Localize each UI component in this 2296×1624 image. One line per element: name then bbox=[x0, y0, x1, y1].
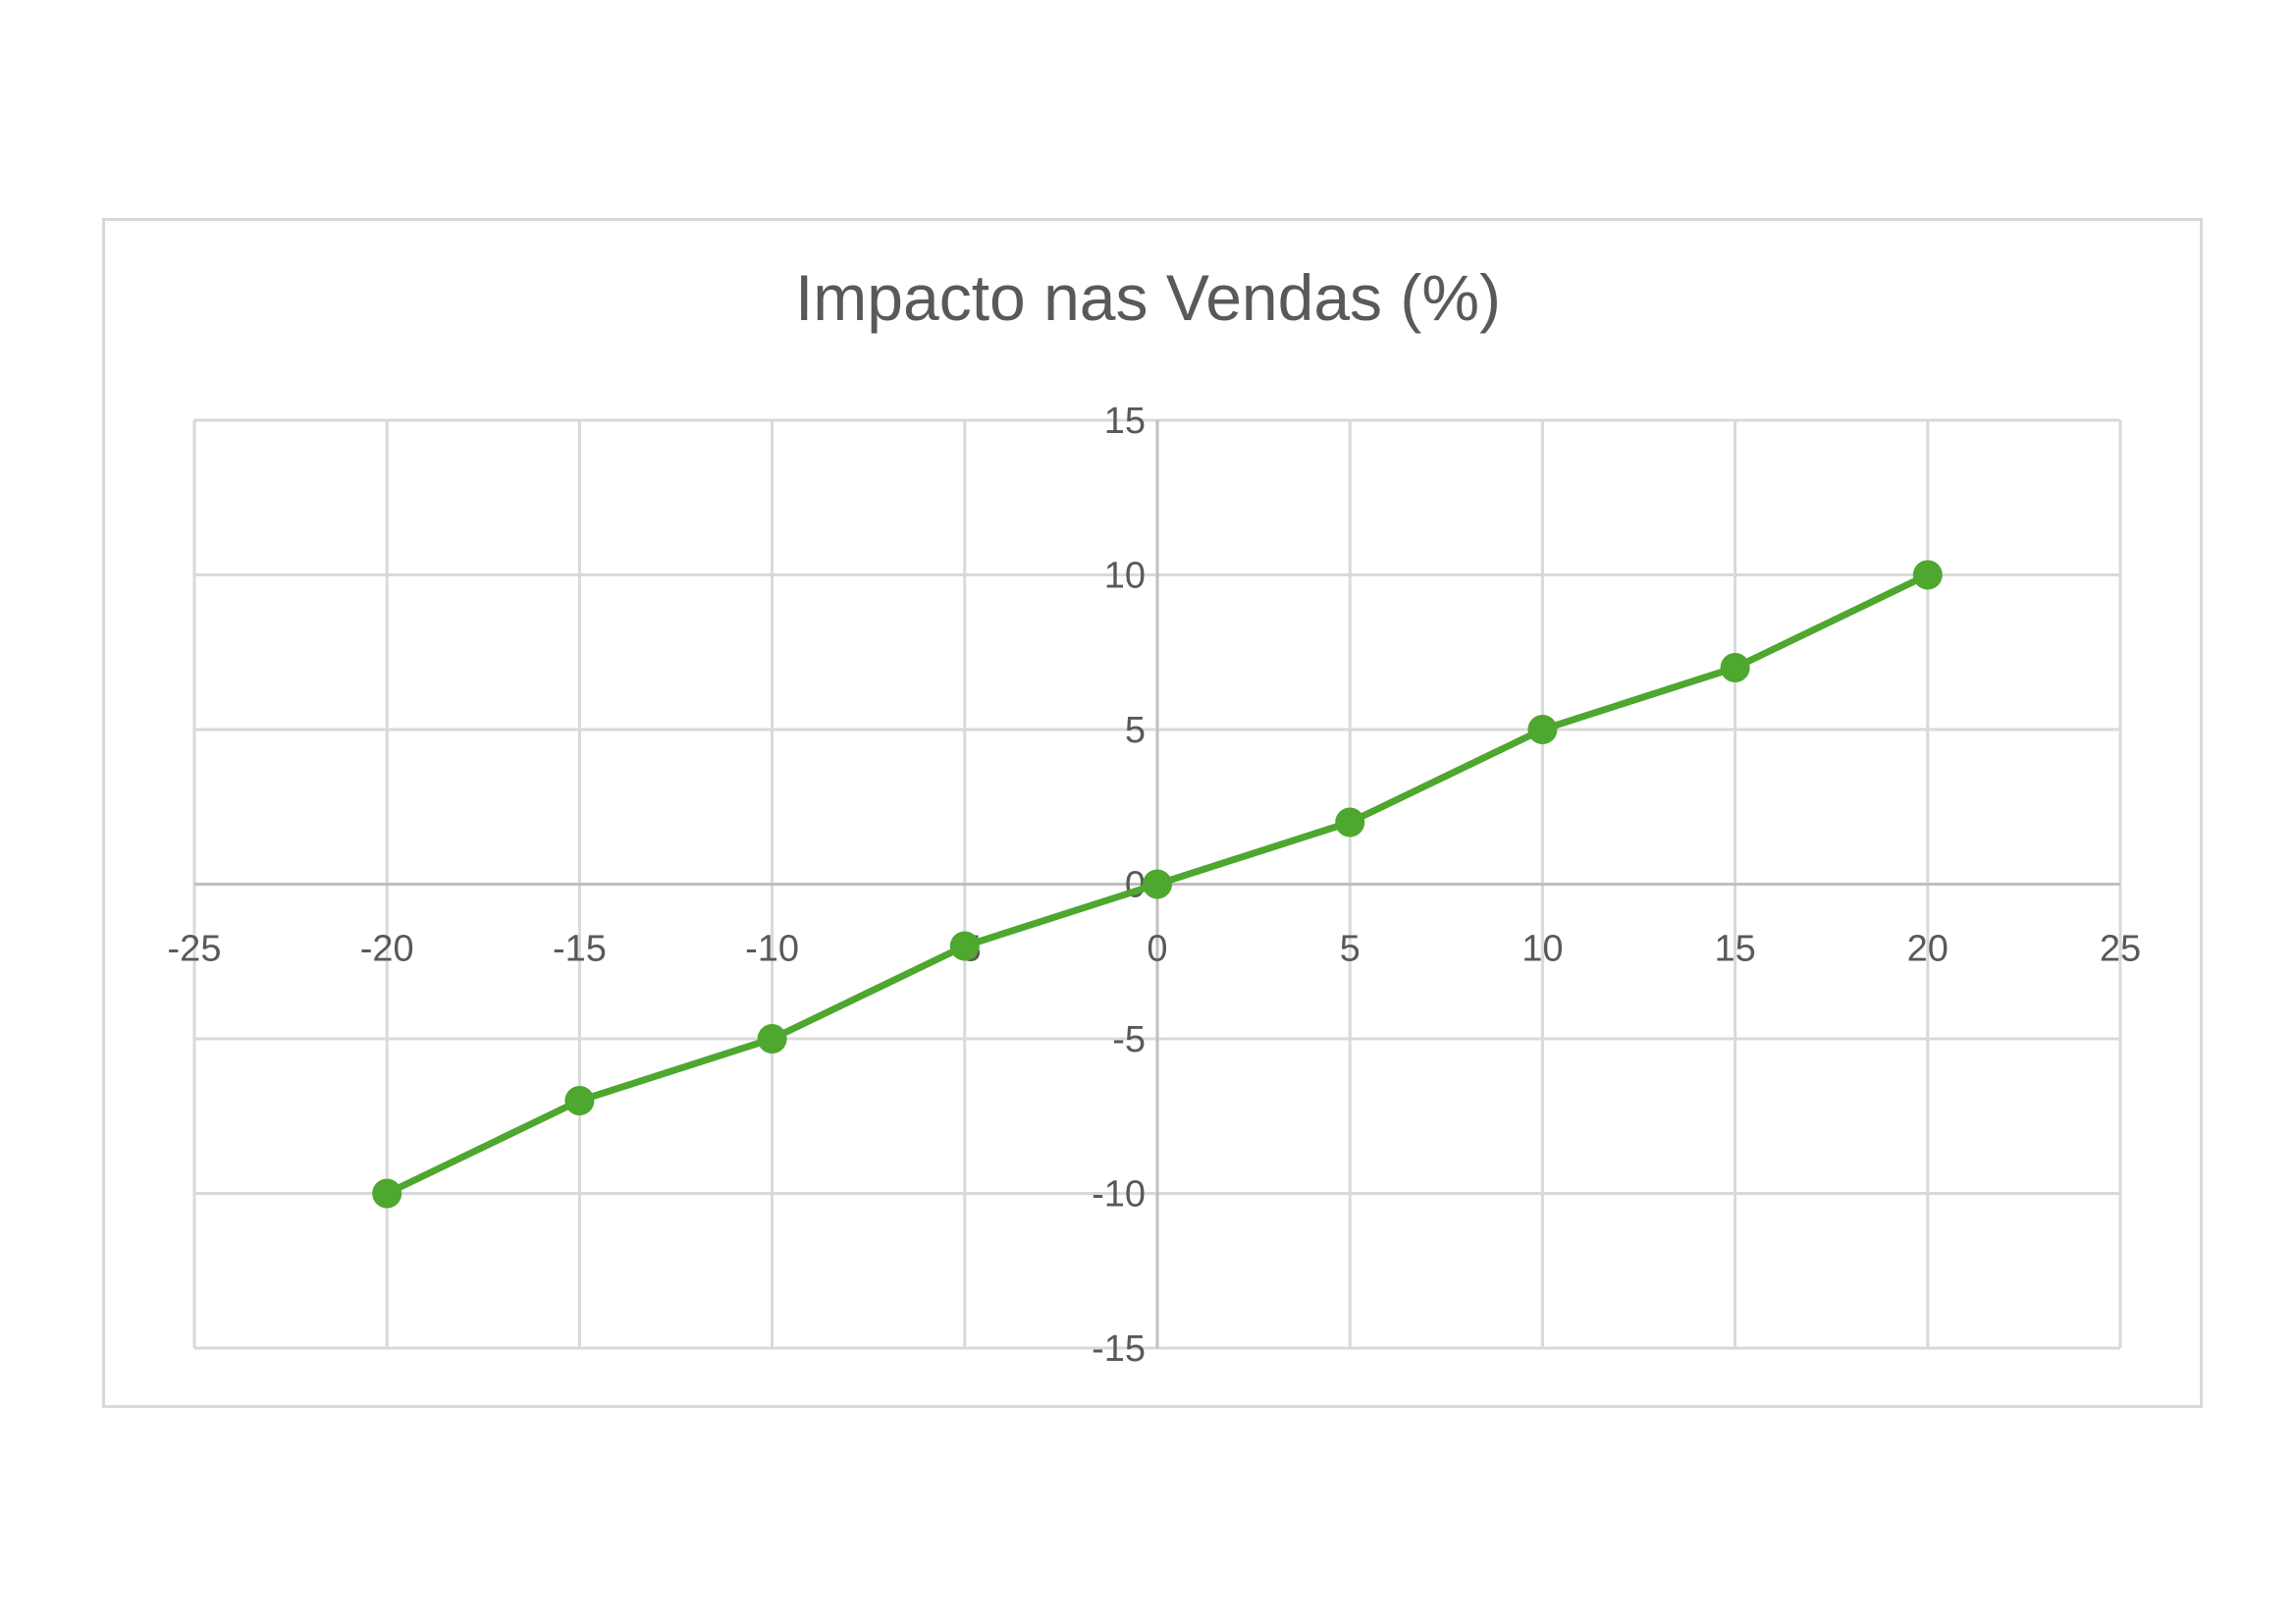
x-tick-label: 25 bbox=[2100, 929, 2141, 970]
data-point bbox=[1143, 869, 1172, 899]
x-tick-label: -10 bbox=[745, 929, 799, 970]
data-point bbox=[1912, 560, 1943, 590]
y-tick-label: 15 bbox=[1104, 401, 1146, 442]
x-tick-label: -20 bbox=[360, 929, 414, 970]
data-point bbox=[949, 931, 980, 961]
y-tick-label: 0 bbox=[1125, 865, 1146, 906]
x-tick-label: 15 bbox=[1714, 929, 1755, 970]
chart-title: Impacto nas Vendas (%) bbox=[794, 261, 1502, 334]
x-tick-label: -25 bbox=[168, 929, 222, 970]
data-point bbox=[1720, 653, 1750, 682]
y-tick-label: -15 bbox=[1092, 1328, 1146, 1370]
data-point bbox=[757, 1024, 787, 1054]
data-point bbox=[1527, 715, 1558, 744]
y-tick-label: 5 bbox=[1125, 710, 1146, 751]
x-tick-label: -15 bbox=[553, 929, 607, 970]
x-tick-label: 20 bbox=[1907, 929, 1949, 970]
data-series bbox=[372, 560, 1943, 1209]
y-tick-label: -5 bbox=[1112, 1019, 1146, 1060]
data-point bbox=[564, 1086, 595, 1115]
x-tick-label: 0 bbox=[1147, 929, 1167, 970]
chart-area bbox=[102, 218, 2203, 1408]
x-tick-label: 5 bbox=[1340, 929, 1361, 970]
y-tick-label: -10 bbox=[1092, 1174, 1146, 1216]
data-point bbox=[1335, 807, 1365, 838]
x-tick-label: 10 bbox=[1522, 929, 1563, 970]
y-tick-label: 10 bbox=[1104, 556, 1146, 597]
data-point bbox=[372, 1178, 402, 1209]
